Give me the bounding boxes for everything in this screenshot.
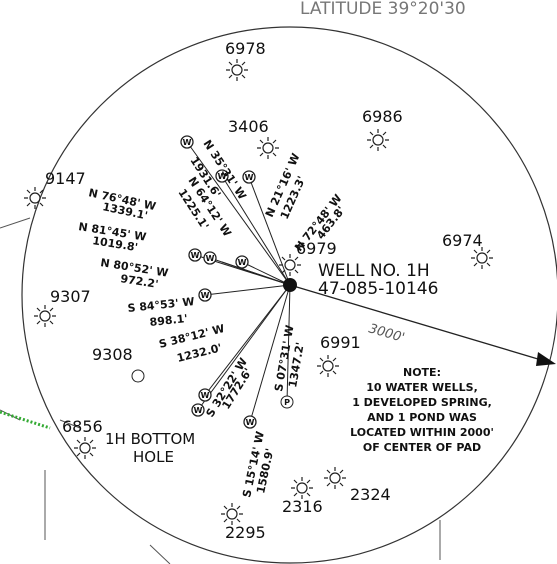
well-label: 6978 bbox=[225, 39, 266, 58]
linework bbox=[0, 217, 441, 564]
well-label: 2295 bbox=[225, 523, 266, 542]
well-api: 47-085-10146 bbox=[318, 279, 438, 299]
note-line: NOTE: bbox=[403, 366, 441, 379]
distance: 898.1' bbox=[149, 312, 188, 329]
well-name: WELL NO. 1H bbox=[318, 261, 430, 281]
well-label: 6986 bbox=[362, 107, 403, 126]
radius-circle bbox=[21, 26, 557, 564]
rays bbox=[186, 141, 556, 423]
distance: 972.2' bbox=[120, 272, 160, 291]
latitude: LATITUDE 39°20'30 bbox=[300, 0, 466, 19]
bottom-hole: HOLE bbox=[133, 448, 174, 466]
note-line: OF CENTER OF PAD bbox=[363, 441, 481, 454]
well-label: 6856 bbox=[62, 417, 103, 436]
well-label: 6974 bbox=[442, 231, 483, 250]
well-label: 9147 bbox=[45, 169, 86, 188]
well-label: 9307 bbox=[50, 287, 91, 306]
note-line: AND 1 POND WAS bbox=[367, 411, 477, 424]
water-well-markers: P bbox=[131, 135, 294, 429]
note-line: LOCATED WITHIN 2000' bbox=[350, 426, 494, 439]
well-label: 2316 bbox=[282, 497, 323, 516]
note-line: 1 DEVELOPED SPRING, bbox=[352, 396, 492, 409]
bottom-hole: 1H BOTTOM bbox=[105, 430, 195, 448]
hatch bbox=[0, 410, 51, 430]
well-label: 9308 bbox=[92, 345, 133, 364]
well-label: 6991 bbox=[320, 333, 361, 352]
note: NOTE: 10 WATER WELLS, 1 DEVELOPED SPRING… bbox=[350, 366, 494, 454]
well-label: 3406 bbox=[228, 117, 269, 136]
well-label: 2324 bbox=[350, 485, 391, 504]
note-line: 10 WATER WELLS, bbox=[366, 381, 478, 394]
radius-label: 3000' bbox=[367, 321, 406, 346]
svg-text:P: P bbox=[284, 398, 290, 407]
well-pad bbox=[283, 278, 297, 292]
well-label: 6979 bbox=[296, 239, 337, 258]
